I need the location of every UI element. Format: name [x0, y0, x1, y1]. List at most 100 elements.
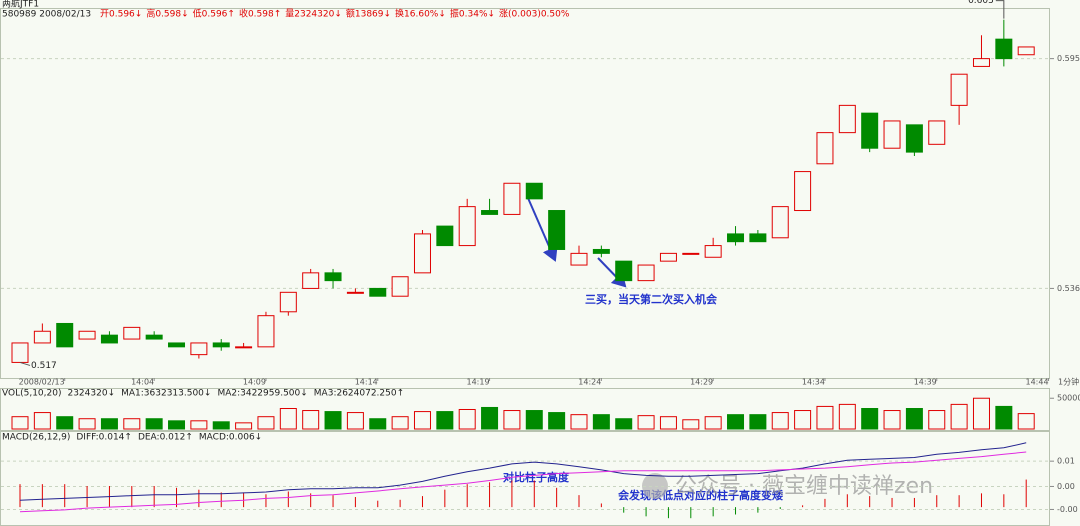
candle-body — [592, 248, 610, 254]
volume-bar — [346, 412, 364, 430]
volume-bar — [525, 410, 543, 430]
volume-bar — [235, 422, 253, 430]
volume-bar — [704, 416, 722, 430]
volume-bar — [503, 410, 521, 430]
volume-bar — [548, 412, 566, 430]
volume-bar — [1017, 413, 1035, 430]
header-field: 开0.596↓ — [100, 9, 142, 20]
candle-body — [503, 182, 521, 215]
x-tick-label: 14:09 — [243, 378, 266, 387]
candle-body — [794, 171, 812, 212]
header-field: 低0.596↑ — [193, 8, 235, 20]
volume-bar — [771, 412, 789, 430]
code-date: 580989 2008/02/13 — [2, 10, 91, 20]
volume-bar — [33, 412, 51, 430]
y-tick-label: 0.595 — [1057, 54, 1080, 63]
x-tick-label: 14:24 — [578, 378, 601, 387]
volume-bar — [11, 416, 29, 430]
candle-body — [56, 322, 74, 348]
header-field: 换16.60%↓ — [395, 8, 446, 20]
volume-bar — [950, 403, 968, 430]
legend-entry: MA1:3632313.500↓ — [121, 389, 211, 399]
legend-entry: MA2:3422959.500↓ — [217, 389, 307, 399]
candle-body — [257, 315, 275, 348]
diff-line — [19, 442, 1027, 501]
title: 两航JTF1 — [2, 0, 39, 10]
legend-entry: MA3:2624072.250↑ — [314, 389, 404, 399]
volume-bar — [257, 416, 275, 430]
candle-body — [279, 291, 297, 313]
candle-body — [838, 104, 856, 134]
volume-bar — [995, 405, 1013, 430]
candle-body — [637, 264, 655, 282]
candle-body — [413, 233, 431, 274]
x-tick-label: 14:19 — [466, 378, 489, 387]
volume-bar — [905, 408, 923, 430]
candle-body — [682, 252, 700, 255]
low-label: 0.517 — [31, 361, 57, 371]
candle-body — [749, 233, 767, 243]
candle-body — [883, 120, 901, 149]
candle-body — [481, 210, 499, 215]
candle-body — [928, 120, 946, 145]
legend-entry: DIFF:0.014↑ — [76, 433, 132, 443]
candle-body — [995, 38, 1013, 60]
candle-body — [570, 252, 588, 266]
candle-body — [391, 276, 409, 297]
x-tick-label: 14:44 — [1025, 378, 1048, 387]
volume-bar — [212, 421, 230, 430]
volume-bar — [391, 416, 409, 430]
x-unit: 1分钟 — [1058, 377, 1079, 387]
header-field: 量2324320↓ — [285, 9, 342, 20]
volume-bar — [972, 397, 990, 430]
volume-bar — [190, 420, 208, 430]
volume-bar — [78, 418, 96, 430]
candle-body — [548, 210, 566, 250]
volume-bar — [794, 410, 812, 430]
x-tick-label: 14:29 — [690, 378, 713, 387]
candle-body — [771, 206, 789, 239]
y-tick-label: 500000 — [1057, 394, 1080, 403]
header-field: 涨(0.003)0.50% — [499, 9, 570, 20]
candle-body — [458, 206, 476, 247]
volume-bar — [682, 419, 700, 430]
candle-body — [212, 342, 230, 348]
high-label: 0.605 — [968, 0, 994, 6]
x-tick-label: 14:14 — [355, 378, 378, 387]
y-tick-label: 0.01 — [1057, 457, 1075, 466]
legend-entry: DEA:0.012↑ — [138, 433, 193, 443]
candle-body — [905, 124, 923, 153]
volume-bar — [302, 410, 320, 430]
candle-body — [816, 132, 834, 165]
volume-bar — [481, 406, 499, 430]
legend-entry: MACD:0.006↓ — [199, 433, 262, 443]
header-field: 高0.598↓ — [146, 8, 188, 20]
candle-body — [302, 272, 320, 289]
volume-bar — [123, 418, 141, 430]
y-tick-label: 0.00 — [1057, 482, 1075, 491]
candle-body — [324, 272, 342, 282]
main-panel — [0, 8, 1050, 379]
volume-bar — [727, 414, 745, 430]
volume-panel — [0, 388, 1050, 431]
candle-body — [78, 330, 96, 340]
volume-bar — [659, 416, 677, 430]
candle-body — [1017, 46, 1035, 56]
volume-bar — [56, 416, 74, 430]
dea-line — [19, 451, 1027, 513]
volume-bar — [458, 408, 476, 430]
volume-bar — [324, 411, 342, 430]
candle-body — [950, 73, 968, 106]
candle-body — [436, 225, 454, 247]
header-field: 额13869↓ — [346, 8, 391, 20]
legend-entry: MACD(26,12,9) — [2, 433, 70, 443]
candle-body — [369, 287, 387, 297]
legend-entry: 2324320↓ — [67, 389, 115, 399]
volume-bar — [436, 411, 454, 430]
candle-body — [168, 342, 186, 348]
volume-bar — [861, 408, 879, 430]
candle-body — [525, 182, 543, 200]
y-tick-label: -0.00 — [1057, 505, 1078, 514]
volume-bar — [637, 415, 655, 430]
